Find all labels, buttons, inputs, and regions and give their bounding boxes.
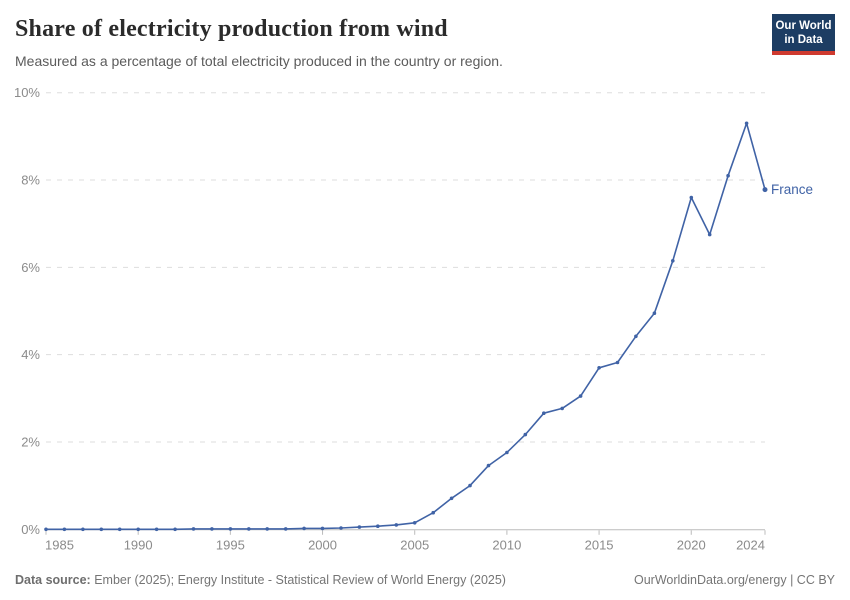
data-source-text: Ember (2025); Energy Institute - Statist… xyxy=(90,573,506,587)
data-point[interactable] xyxy=(173,527,177,532)
data-point[interactable] xyxy=(210,527,214,531)
owid-logo: Our World in Data xyxy=(772,14,835,55)
data-point[interactable] xyxy=(486,463,491,468)
data-point[interactable] xyxy=(81,527,85,532)
data-source-label: Data source: xyxy=(15,573,91,587)
y-tick-label: 4% xyxy=(21,347,40,362)
y-tick-label: 8% xyxy=(21,173,40,188)
data-point[interactable] xyxy=(44,527,48,532)
x-tick-label: 1995 xyxy=(216,537,245,552)
y-tick-label: 10% xyxy=(14,85,40,100)
data-point[interactable] xyxy=(154,527,159,532)
data-point[interactable] xyxy=(615,360,620,365)
line-chart-plot-area: 0% 2% 4% 6% 8% 10% 1985 1990 1995 2000 2005 2010 201… xyxy=(14,85,813,552)
data-point[interactable] xyxy=(744,121,749,126)
data-point[interactable] xyxy=(726,173,730,178)
data-point[interactable] xyxy=(357,525,362,529)
x-tick-label: 1985 xyxy=(45,537,74,552)
data-point[interactable] xyxy=(762,187,768,193)
data-point[interactable] xyxy=(191,527,196,531)
logo-line1: Our World xyxy=(775,20,832,32)
x-tick-label: 2024 xyxy=(736,537,765,552)
series-line-france[interactable] xyxy=(45,122,766,531)
series-end-label-france[interactable]: France xyxy=(771,182,813,197)
data-point[interactable] xyxy=(707,232,712,237)
data-point[interactable] xyxy=(62,527,67,532)
x-tick-label: 1990 xyxy=(124,537,153,552)
data-point[interactable] xyxy=(302,526,306,531)
data-point[interactable] xyxy=(597,366,601,370)
data-point[interactable] xyxy=(505,450,509,455)
data-point[interactable] xyxy=(265,527,270,531)
data-point[interactable] xyxy=(523,432,528,437)
chart-subtitle: Measured as a percentage of total electr… xyxy=(15,53,503,69)
owid-credit-link[interactable]: OurWorldinData.org/energy | CC BY xyxy=(633,573,835,587)
data-point[interactable] xyxy=(117,527,122,532)
data-point[interactable] xyxy=(578,394,583,398)
x-tick-label: 2000 xyxy=(308,537,337,552)
y-tick-label: 2% xyxy=(21,434,40,449)
x-tick-label: 2015 xyxy=(585,537,614,552)
x-tick-label: 2020 xyxy=(677,537,706,552)
data-point[interactable] xyxy=(449,496,454,501)
chart-title: Share of electricity production from win… xyxy=(15,16,448,42)
data-point[interactable] xyxy=(376,524,380,528)
data-point[interactable] xyxy=(394,523,399,527)
data-point[interactable] xyxy=(247,527,251,531)
x-tick-label: 2010 xyxy=(492,537,521,552)
data-point[interactable] xyxy=(542,411,546,416)
data-point[interactable] xyxy=(652,311,657,316)
data-point[interactable] xyxy=(339,526,343,530)
chart-footer: Data source: Ember (2025); Energy Instit… xyxy=(15,573,835,587)
data-point[interactable] xyxy=(689,195,694,200)
data-point[interactable] xyxy=(320,526,325,531)
data-point[interactable] xyxy=(560,406,564,411)
data-point[interactable] xyxy=(634,334,638,339)
data-point[interactable] xyxy=(412,521,417,525)
y-tick-label: 6% xyxy=(21,260,40,275)
data-point[interactable] xyxy=(136,527,140,532)
data-point[interactable] xyxy=(99,527,104,532)
data-point[interactable] xyxy=(431,510,436,515)
data-point[interactable] xyxy=(283,527,288,531)
y-tick-label: 0% xyxy=(21,522,40,537)
data-point[interactable] xyxy=(228,527,233,531)
logo-line2: in Data xyxy=(784,34,823,46)
x-tick-label: 2005 xyxy=(400,537,429,552)
data-point[interactable] xyxy=(468,483,472,488)
data-point[interactable] xyxy=(671,259,675,263)
data-source: Data source: Ember (2025); Energy Instit… xyxy=(15,573,506,587)
